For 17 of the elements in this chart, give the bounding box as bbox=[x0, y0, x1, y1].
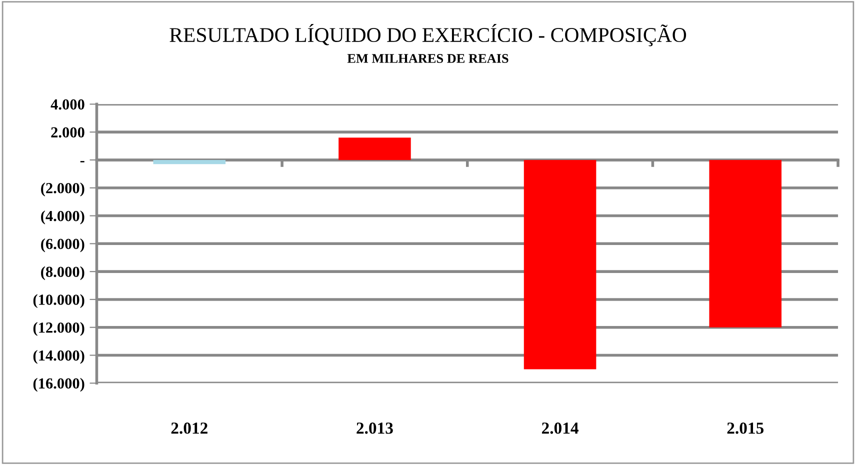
y-tick-label: 4.000 bbox=[50, 99, 84, 110]
y-tick-label: (10.000) bbox=[33, 294, 84, 308]
x-tick-label: 2.015 bbox=[727, 422, 764, 434]
y-tick-label: (8.000) bbox=[41, 266, 84, 280]
x-tick-label: 2.012 bbox=[171, 422, 208, 434]
y-tick-label: - bbox=[80, 161, 84, 162]
x-tick-label: 2.013 bbox=[356, 422, 393, 434]
x-tick-label: 2.014 bbox=[542, 422, 578, 434]
chart-subtitle: EM MILHARES DE REAIS bbox=[347, 54, 508, 63]
y-tick-label: 2.000 bbox=[51, 127, 84, 138]
y-tick-label: (4.000) bbox=[41, 210, 84, 224]
chart-title: RESULTADO LÍQUIDO DO EXERCÍCIO - COMPOSIÇÃO bbox=[170, 24, 686, 46]
y-tick-label: (2.000) bbox=[41, 182, 84, 196]
y-tick-label: (14.000) bbox=[33, 350, 84, 364]
y-tick-label: (6.000) bbox=[41, 238, 84, 252]
y-tick-label: (12.000) bbox=[33, 322, 84, 336]
y-tick-label: (16.000) bbox=[33, 378, 84, 392]
